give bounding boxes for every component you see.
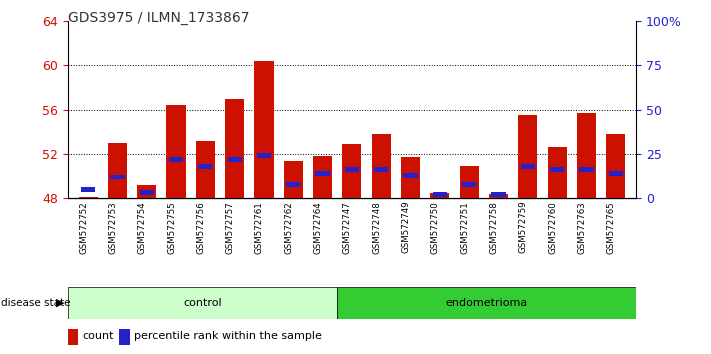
Bar <box>345 167 359 172</box>
Bar <box>550 167 565 172</box>
Text: endometrioma: endometrioma <box>446 298 528 308</box>
Bar <box>286 182 301 187</box>
Text: disease state: disease state <box>1 298 70 308</box>
Bar <box>68 287 337 319</box>
Bar <box>81 187 95 192</box>
Bar <box>606 134 626 198</box>
Bar <box>609 171 623 176</box>
Bar <box>374 167 388 172</box>
Bar <box>196 141 215 198</box>
Text: GSM572753: GSM572753 <box>108 201 117 253</box>
Text: GSM572749: GSM572749 <box>402 201 410 253</box>
Bar <box>225 99 244 198</box>
Text: GSM572760: GSM572760 <box>548 201 557 253</box>
Text: GSM572758: GSM572758 <box>490 201 498 253</box>
Bar <box>166 105 186 198</box>
Bar <box>343 144 361 198</box>
Bar <box>169 157 183 162</box>
Text: GSM572756: GSM572756 <box>196 201 205 253</box>
Text: GSM572765: GSM572765 <box>606 201 616 253</box>
Bar <box>316 171 330 176</box>
Text: GSM572755: GSM572755 <box>167 201 176 253</box>
Bar <box>577 113 596 198</box>
Text: GSM572759: GSM572759 <box>519 201 528 253</box>
Text: GDS3975 / ILMN_1733867: GDS3975 / ILMN_1733867 <box>68 11 249 25</box>
Text: count: count <box>82 331 114 341</box>
Bar <box>403 173 418 178</box>
Bar <box>491 192 506 197</box>
Bar <box>547 147 567 198</box>
Text: GSM572750: GSM572750 <box>431 201 440 253</box>
Bar <box>460 166 479 198</box>
Bar <box>462 182 476 187</box>
Text: GSM572752: GSM572752 <box>79 201 88 253</box>
Bar <box>255 61 274 198</box>
Bar <box>139 190 154 195</box>
Bar <box>337 287 636 319</box>
Bar <box>520 164 535 169</box>
Bar <box>372 134 391 198</box>
Bar <box>78 197 97 198</box>
Text: ▶: ▶ <box>55 298 64 308</box>
Text: GSM572762: GSM572762 <box>284 201 294 253</box>
Text: GSM572747: GSM572747 <box>343 201 352 253</box>
Bar <box>430 193 449 198</box>
Bar <box>433 192 447 197</box>
Bar <box>489 194 508 198</box>
Bar <box>518 115 538 198</box>
Text: GSM572754: GSM572754 <box>138 201 146 253</box>
Bar <box>401 157 420 198</box>
Bar <box>110 175 124 179</box>
Text: percentile rank within the sample: percentile rank within the sample <box>134 331 322 341</box>
Bar <box>198 164 213 169</box>
Text: GSM572757: GSM572757 <box>225 201 235 253</box>
Bar <box>228 157 242 162</box>
Bar <box>137 185 156 198</box>
Text: GSM572751: GSM572751 <box>460 201 469 253</box>
Text: GSM572764: GSM572764 <box>314 201 323 253</box>
Bar <box>579 167 594 172</box>
Bar <box>108 143 127 198</box>
Text: GSM572748: GSM572748 <box>373 201 381 253</box>
Bar <box>119 329 129 345</box>
Bar <box>257 153 271 158</box>
Text: GSM572761: GSM572761 <box>255 201 264 253</box>
Text: GSM572763: GSM572763 <box>577 201 587 253</box>
Bar <box>68 329 77 345</box>
Bar <box>284 161 303 198</box>
Bar <box>313 156 332 198</box>
Text: control: control <box>183 298 222 308</box>
